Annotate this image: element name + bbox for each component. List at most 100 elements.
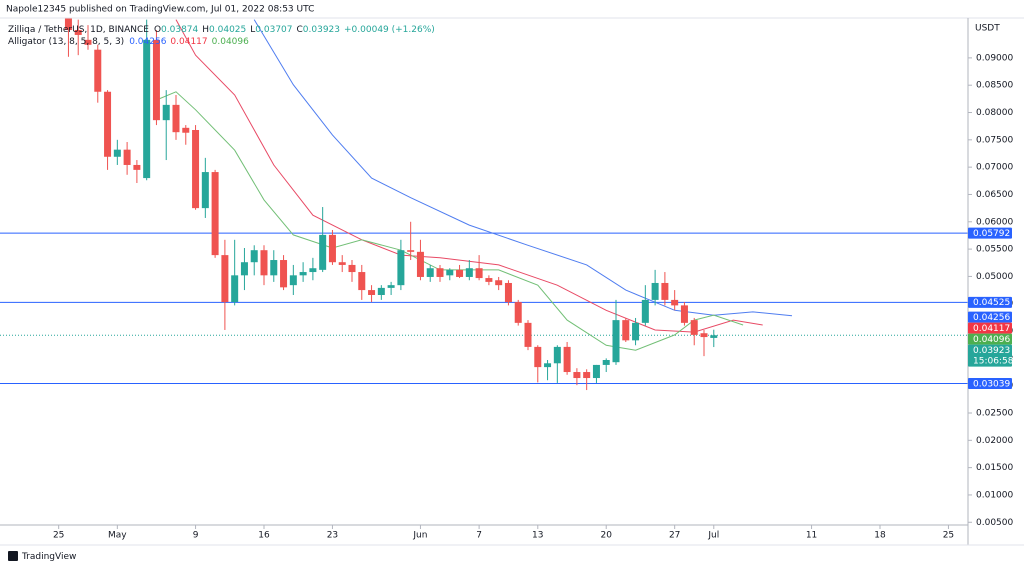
candle-body — [250, 250, 258, 263]
x-tick-label: 16 — [258, 531, 270, 541]
candle-body — [113, 149, 121, 157]
indicator-legend: Alligator (13, 8, 5, 8, 5, 3) 0.04256 0.04… — [8, 37, 249, 47]
price-label-box — [968, 378, 1012, 390]
price-label: 0.03923 — [973, 346, 1010, 356]
candle-body — [201, 172, 209, 209]
candle-body — [485, 278, 493, 282]
price-label-box — [968, 311, 1012, 323]
candle-body — [240, 262, 248, 276]
candle-body — [436, 268, 444, 277]
candle-body — [710, 335, 718, 338]
candle-body — [544, 363, 552, 368]
candle-body — [495, 280, 503, 286]
price-label-box — [968, 296, 1012, 308]
candle-body — [309, 268, 317, 273]
candle-body — [162, 104, 170, 121]
candle-body — [152, 39, 160, 121]
change: +0.00049 (+1.26%) — [344, 25, 435, 35]
x-tick-label: 7 — [476, 531, 482, 541]
candle-body — [328, 234, 336, 263]
legend: Zilliqa / TetherUS, 1D, BINANCE O0.03874 H… — [8, 25, 435, 47]
y-tick-label: 0.00500 — [976, 518, 1013, 528]
x-tick-label: 20 — [600, 531, 612, 541]
candle-body — [299, 272, 307, 276]
ohlc-label: L — [250, 25, 255, 35]
indicator-line — [175, 19, 763, 333]
candle-body — [446, 269, 454, 276]
ohlc-label: H — [202, 25, 209, 35]
candle-body — [632, 322, 640, 341]
price-label: 0.05792 — [973, 229, 1010, 239]
candle-body — [358, 272, 366, 291]
candle-body — [172, 104, 180, 133]
candle-body — [377, 287, 385, 295]
ohlc-value: 0.03874 — [161, 25, 198, 35]
y-tick-label: 0.01500 — [976, 463, 1013, 473]
price-label: 0.04525 — [973, 298, 1010, 308]
candle-body — [104, 91, 112, 157]
candle-body — [221, 255, 229, 303]
candle-body — [475, 268, 483, 279]
candle-body — [573, 372, 581, 379]
y-tick-label: 0.01000 — [976, 490, 1013, 500]
candle-body — [123, 149, 131, 165]
candle-body — [465, 268, 473, 277]
candle-body — [319, 234, 327, 270]
candle-body — [641, 299, 649, 323]
indicator-value: 0.04117 — [170, 37, 207, 47]
price-label-box — [968, 333, 1012, 345]
y-tick-label: 0.05000 — [976, 272, 1013, 282]
ohlc-value: 0.04025 — [209, 25, 246, 35]
y-tick-label: 0.06000 — [976, 217, 1013, 227]
symbol: Zilliqa / TetherUS, 1D, BINANCE — [8, 25, 149, 35]
price-label-box — [968, 227, 1012, 239]
candle-body — [514, 302, 522, 323]
y-tick-label: 0.08000 — [976, 108, 1013, 118]
indicator-value: 0.04096 — [212, 37, 249, 47]
candle-body — [690, 320, 698, 335]
candle-body — [368, 290, 376, 295]
ohlc-value: 0.03923 — [303, 25, 340, 35]
plot-area — [0, 18, 968, 391]
candle-body — [563, 346, 571, 373]
y-tick-label: 0.05500 — [976, 245, 1013, 255]
candle-body — [534, 346, 542, 368]
candle-body — [553, 346, 561, 364]
x-tick-label: 11 — [806, 531, 817, 541]
price-label: 0.04096 — [973, 335, 1010, 345]
candle-body — [192, 129, 200, 209]
footer: TradingView — [8, 551, 76, 562]
candle-body — [416, 251, 424, 277]
y-tick-label: 0.08500 — [976, 81, 1013, 91]
ohlc-label: O — [154, 25, 161, 35]
candle-body — [651, 282, 659, 300]
candle-body — [143, 39, 151, 179]
candle-body — [661, 282, 669, 300]
x-tick-label: May — [108, 531, 127, 541]
candle-body — [622, 320, 630, 341]
candle-body — [671, 299, 679, 306]
candle-body — [94, 49, 102, 92]
candle-body — [182, 127, 190, 133]
candle-body — [456, 269, 464, 277]
candle-body — [583, 372, 591, 379]
x-tick-label: 27 — [669, 531, 680, 541]
candle-body — [602, 360, 610, 365]
y-tick-label: 0.07500 — [976, 135, 1013, 145]
candle-body — [74, 30, 82, 35]
y-tick-label: 0.02500 — [976, 409, 1013, 419]
candle-body — [348, 264, 356, 273]
candle-body — [524, 322, 532, 347]
y-tick-label: 0.02000 — [976, 436, 1013, 446]
symbol-legend: Zilliqa / TetherUS, 1D, BINANCE O0.03874 H… — [8, 25, 435, 35]
price-label: 0.04256 — [973, 313, 1010, 323]
indicator-line — [253, 19, 793, 317]
candle-body — [289, 275, 297, 286]
candle-body — [407, 250, 415, 252]
axes: 0.09000 0.08500 0.08000 0.07500 0.07000 0.065… — [53, 53, 1014, 540]
candle-body — [84, 39, 92, 45]
x-tick-label: 23 — [327, 531, 338, 541]
price-labels: 0.05792 0.04525 0.042560.041170.040960.039… — [968, 227, 1014, 390]
candle-body — [592, 364, 600, 379]
